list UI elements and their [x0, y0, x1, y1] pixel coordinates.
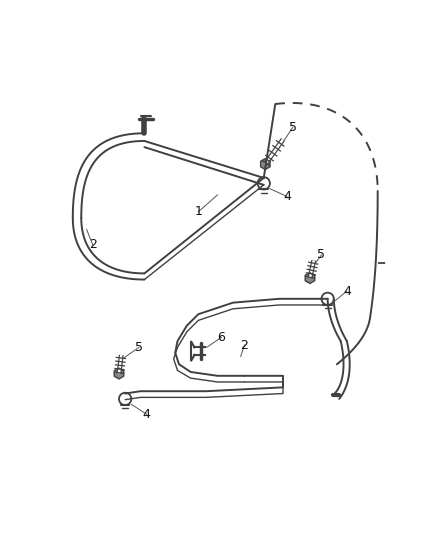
Text: 4: 4 — [143, 408, 151, 421]
Text: 5: 5 — [318, 248, 325, 261]
Text: 5: 5 — [135, 341, 143, 354]
Polygon shape — [261, 159, 270, 169]
Text: 6: 6 — [217, 331, 225, 344]
Text: 2: 2 — [89, 238, 97, 252]
Text: 4: 4 — [283, 190, 291, 203]
Text: 1: 1 — [194, 205, 202, 219]
Text: 2: 2 — [240, 338, 248, 351]
Polygon shape — [305, 273, 314, 284]
Polygon shape — [114, 368, 124, 379]
Text: 4: 4 — [343, 285, 351, 297]
Text: 5: 5 — [289, 120, 297, 134]
